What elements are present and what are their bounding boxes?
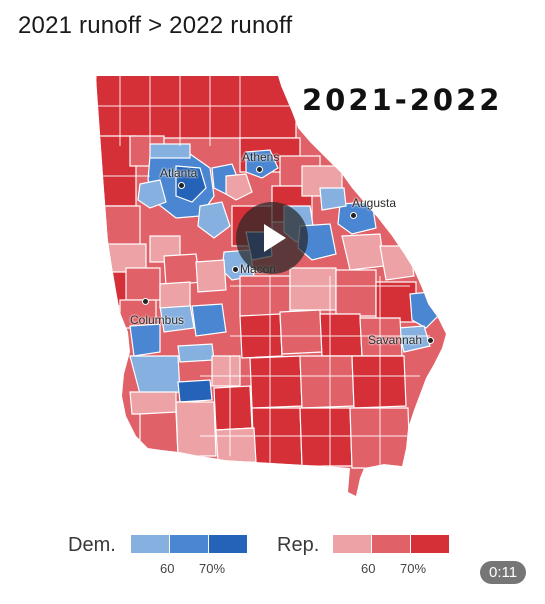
atlanta-marker-icon [178,182,185,189]
legend-rep-tick-60: 60 [361,561,376,576]
post-title: 2021 runoff > 2022 runoff [18,12,293,39]
city-label-savannah: Savannah [368,333,423,347]
video-time-badge: 0:11 [480,561,527,584]
city-label-columbus: Columbus [130,313,185,327]
legend-dem-tick-60: 60 [160,561,175,576]
legend-dem-light-swatch [131,535,169,553]
legend-rep-dark-swatch [411,535,449,553]
video-player[interactable]: 2021-2022 Atlanta Athens Augusta Macon C… [0,56,545,604]
play-button[interactable] [236,202,308,274]
legend-dem-dark-swatch [209,535,247,553]
map-year-label: 2021-2022 [302,83,503,117]
legend-rep-tick-70: 70% [400,561,427,576]
legend-rep-light-swatch [333,535,371,553]
columbus-marker-icon [142,298,149,305]
city-label-athens: Athens [242,150,280,164]
city-label-atlanta: Atlanta [160,166,198,180]
legend-dem-label: Dem. [68,534,116,556]
city-label-augusta: Augusta [352,196,397,210]
play-icon [264,224,286,252]
legend-dem-tick-70: 70% [199,561,226,576]
augusta-marker-icon [350,212,357,219]
macon-marker-icon [232,266,239,273]
athens-marker-icon [256,166,263,173]
legend-rep-mid-swatch [372,535,410,553]
legend-dem-mid-swatch [170,535,208,553]
savannah-marker-icon [427,337,434,344]
legend-rep-label: Rep. [277,534,320,556]
georgia-county-map [96,76,446,496]
